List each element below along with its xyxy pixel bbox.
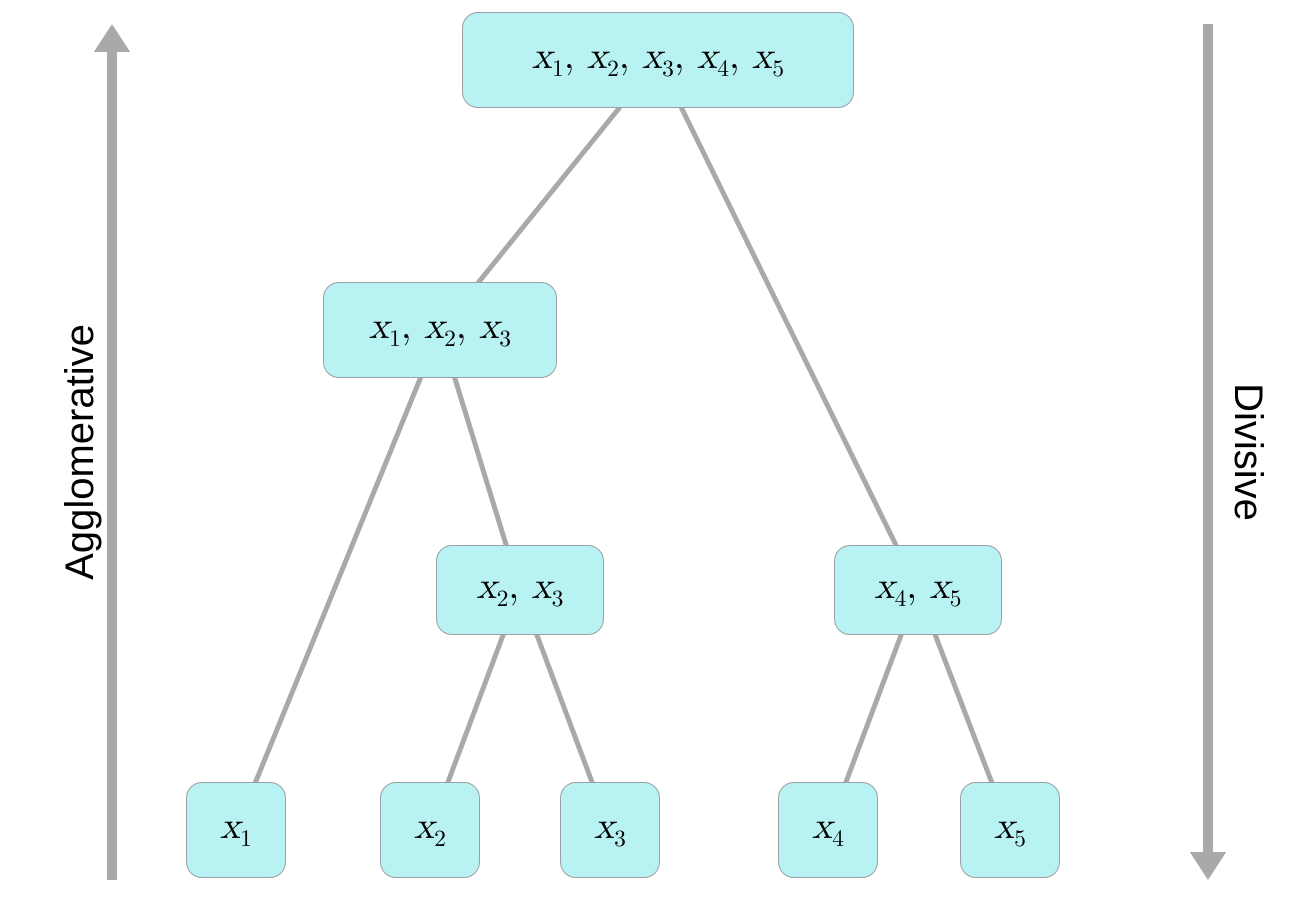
divisive-arrow — [1190, 24, 1226, 880]
cluster-node-n123: x1, x2, x3 — [323, 282, 557, 378]
tree-edge — [455, 378, 506, 545]
cluster-node-label: x3 — [594, 808, 626, 852]
tree-edge — [682, 108, 896, 545]
diagram-stage: Agglomerative Divisive x1, x2, x3, x4, x… — [0, 0, 1316, 916]
cluster-node-n23: x2, x3 — [436, 545, 604, 635]
cluster-node-x1: x1 — [186, 782, 286, 878]
cluster-node-label: x2 — [414, 808, 446, 852]
cluster-node-label: x4 — [812, 808, 844, 852]
cluster-node-label: x5 — [994, 808, 1026, 852]
tree-edge — [479, 108, 619, 282]
cluster-node-x5: x5 — [960, 782, 1060, 878]
cluster-node-x4: x4 — [778, 782, 878, 878]
cluster-node-label: x1 — [220, 808, 252, 852]
edges-layer — [0, 0, 1316, 916]
agglomerative-label: Agglomerative — [60, 324, 100, 580]
cluster-node-label: x1, x2, x3, x4, x5 — [532, 38, 784, 82]
tree-edge — [935, 635, 991, 782]
cluster-node-root: x1, x2, x3, x4, x5 — [462, 12, 854, 108]
tree-edge — [256, 378, 421, 782]
cluster-node-label: x4, x5 — [875, 568, 962, 612]
divisive-label: Divisive — [1228, 383, 1268, 521]
cluster-node-x3: x3 — [560, 782, 660, 878]
cluster-node-x2: x2 — [380, 782, 480, 878]
cluster-node-label: x1, x2, x3 — [369, 308, 511, 352]
tree-edge — [448, 635, 503, 782]
tree-edge — [846, 635, 901, 782]
tree-edge — [537, 635, 592, 782]
cluster-node-label: x2, x3 — [477, 568, 564, 612]
cluster-node-n45: x4, x5 — [834, 545, 1002, 635]
